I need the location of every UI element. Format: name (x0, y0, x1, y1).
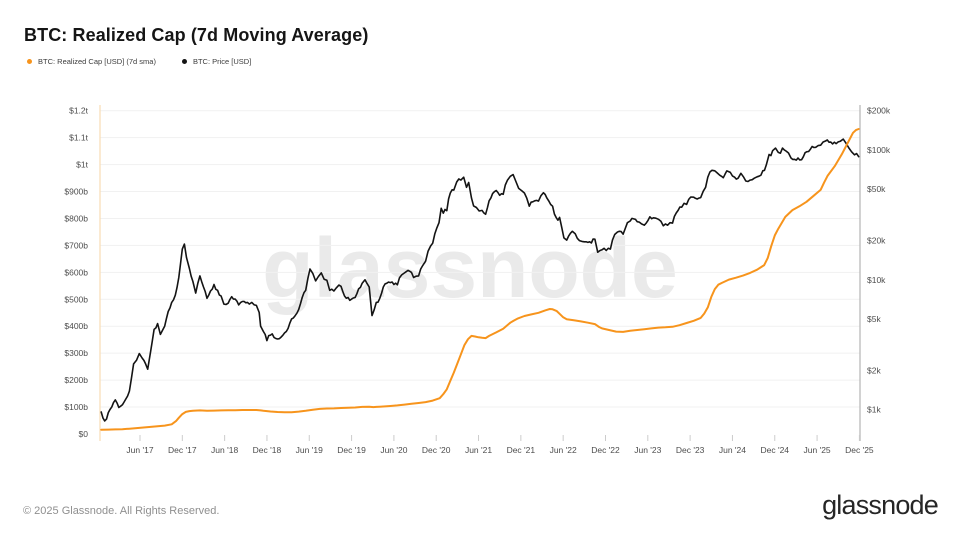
x-axis-label: Dec '22 (591, 445, 620, 455)
right-axis-label: $100k (867, 145, 891, 155)
right-axis-label: $10k (867, 275, 886, 285)
right-axis-label: $5k (867, 314, 881, 324)
glassnode-watermark: glassnode (262, 221, 678, 315)
right-axis-label: $200k (867, 106, 891, 116)
chart-legend: BTC: Realized Cap [USD] (7d sma) BTC: Pr… (27, 57, 251, 66)
x-axis-label: Dec '18 (253, 445, 282, 455)
left-axis-label: $400b (64, 321, 88, 331)
price-line[interactable] (100, 138, 860, 422)
x-axis-label: Jun '22 (550, 445, 577, 455)
copyright-text: © 2025 Glassnode. All Rights Reserved. (23, 505, 220, 517)
x-axis-label: Jun '25 (804, 445, 831, 455)
x-axis-label: Jun '24 (719, 445, 746, 455)
page-title: BTC: Realized Cap (7d Moving Average) (24, 25, 369, 46)
x-axis-label: Dec '21 (507, 445, 536, 455)
legend-label-realized-cap: BTC: Realized Cap [USD] (7d sma) (38, 57, 156, 66)
x-axis-label: Dec '25 (845, 445, 874, 455)
right-axis-label: $50k (867, 184, 886, 194)
legend-item-realized-cap[interactable]: BTC: Realized Cap [USD] (7d sma) (27, 57, 156, 66)
right-axis-label: $2k (867, 366, 881, 376)
x-axis-label: Jun '20 (380, 445, 407, 455)
x-axis-label: Jun '21 (465, 445, 492, 455)
left-axis-label: $0 (79, 429, 89, 439)
legend-swatch-realized-cap (27, 59, 32, 64)
glassnode-logo: glassnode (822, 490, 939, 520)
x-axis-label: Jun '19 (296, 445, 323, 455)
x-axis-label: Jun '18 (211, 445, 238, 455)
left-axis-label: $700b (64, 240, 88, 250)
x-axis-label: Dec '17 (168, 445, 197, 455)
right-axis-label: $1k (867, 405, 881, 415)
left-axis-label: $1.1t (69, 133, 89, 143)
left-axis-label: $900b (64, 187, 88, 197)
left-axis-label: $200b (64, 375, 88, 385)
left-axis-label: $600b (64, 267, 88, 277)
left-axis-label: $800b (64, 213, 88, 223)
x-axis-label: Jun '17 (126, 445, 153, 455)
x-axis-label: Dec '23 (676, 445, 705, 455)
left-axis-label: $300b (64, 348, 88, 358)
x-axis-label: Dec '24 (760, 445, 789, 455)
realized-cap-line[interactable] (100, 128, 860, 431)
right-axis-label: $20k (867, 236, 886, 246)
x-axis-label: Jun '23 (634, 445, 661, 455)
left-axis-label: $100b (64, 402, 88, 412)
left-axis-label: $500b (64, 294, 88, 304)
left-axis-label: $1.2t (69, 106, 89, 116)
x-axis-label: Dec '19 (337, 445, 366, 455)
legend-swatch-price (181, 59, 187, 64)
legend-item-price[interactable]: BTC: Price [USD] (181, 57, 252, 66)
legend-label-price: BTC: Price [USD] (192, 57, 252, 66)
x-axis-label: Dec '20 (422, 445, 451, 455)
left-axis-label: $1t (76, 160, 88, 170)
